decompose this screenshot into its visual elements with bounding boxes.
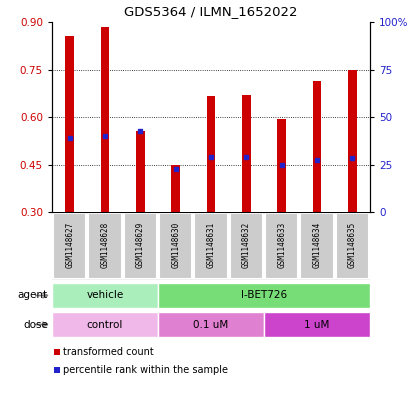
Title: GDS5364 / ILMN_1652022: GDS5364 / ILMN_1652022 (124, 5, 297, 18)
FancyBboxPatch shape (264, 213, 297, 279)
Bar (100, 27, 109, 212)
Text: percentile rank within the sample: percentile rank within the sample (63, 365, 227, 375)
Bar (276, 119, 285, 212)
Text: control: control (87, 320, 123, 329)
Text: GSM1148633: GSM1148633 (276, 222, 285, 268)
Bar (54, 367, 60, 373)
FancyBboxPatch shape (124, 213, 157, 279)
FancyBboxPatch shape (52, 283, 157, 309)
Text: 0.1 uM: 0.1 uM (193, 320, 228, 329)
FancyBboxPatch shape (264, 312, 369, 338)
Text: GSM1148627: GSM1148627 (65, 222, 74, 268)
Text: GSM1148635: GSM1148635 (347, 222, 356, 268)
Text: GSM1148631: GSM1148631 (206, 222, 215, 268)
Bar (54, 349, 60, 355)
FancyBboxPatch shape (158, 312, 263, 338)
Text: agent: agent (18, 290, 48, 301)
Text: GSM1148632: GSM1148632 (241, 222, 250, 268)
FancyBboxPatch shape (335, 213, 368, 279)
FancyBboxPatch shape (158, 283, 369, 309)
FancyBboxPatch shape (229, 213, 262, 279)
FancyBboxPatch shape (53, 213, 86, 279)
Text: GSM1148628: GSM1148628 (100, 222, 109, 268)
Bar (136, 131, 144, 212)
FancyBboxPatch shape (194, 213, 227, 279)
Text: GSM1148634: GSM1148634 (312, 222, 321, 268)
Bar (241, 95, 250, 212)
FancyBboxPatch shape (300, 213, 333, 279)
Text: GSM1148629: GSM1148629 (135, 222, 144, 268)
Bar (206, 96, 215, 212)
Bar (347, 70, 356, 212)
Text: I-BET726: I-BET726 (240, 290, 286, 301)
Text: GSM1148630: GSM1148630 (171, 222, 180, 268)
Text: transformed count: transformed count (63, 347, 153, 357)
FancyBboxPatch shape (52, 312, 157, 338)
FancyBboxPatch shape (159, 213, 192, 279)
FancyBboxPatch shape (88, 213, 121, 279)
Text: dose: dose (23, 320, 48, 329)
Text: 1 uM: 1 uM (303, 320, 329, 329)
Text: vehicle: vehicle (86, 290, 124, 301)
Bar (312, 81, 321, 212)
Bar (171, 165, 180, 212)
Bar (65, 36, 74, 212)
